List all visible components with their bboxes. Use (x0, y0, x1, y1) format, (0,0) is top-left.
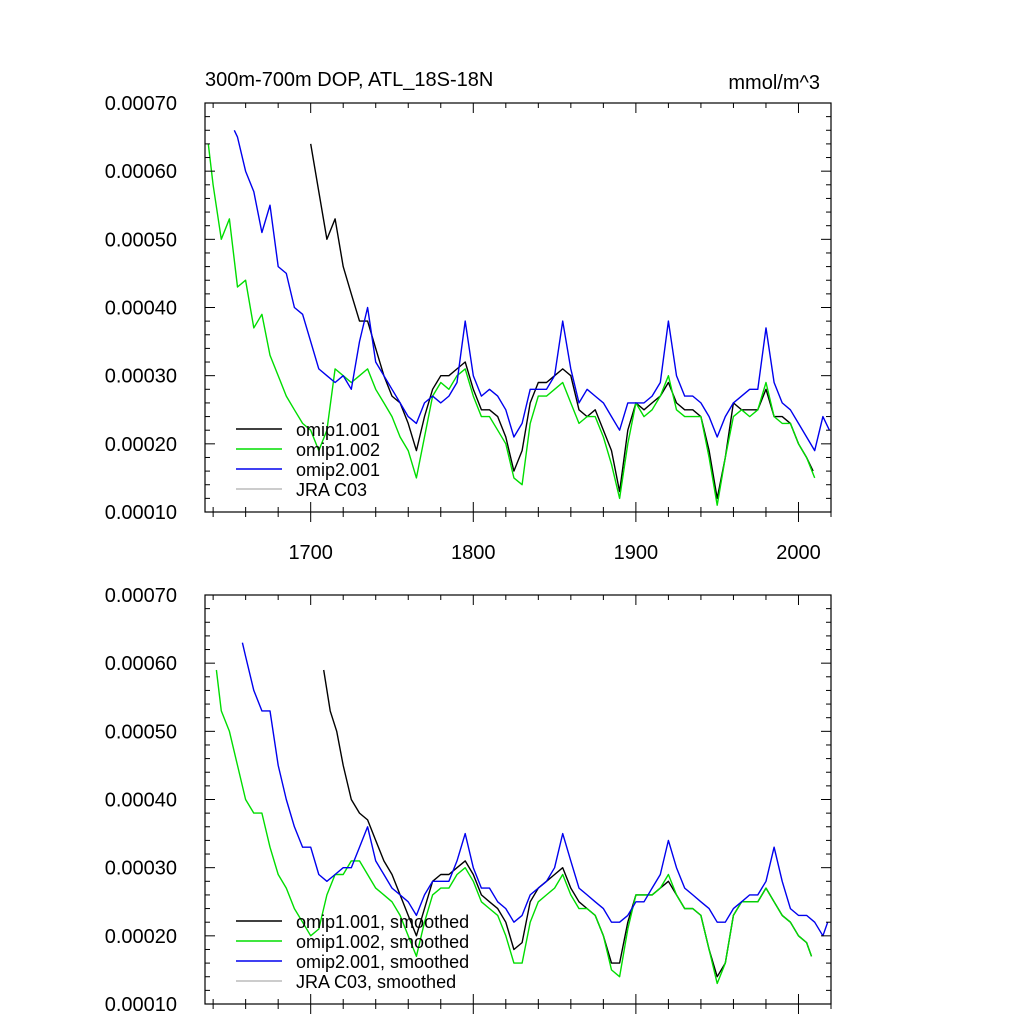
chart-title: 300m-700m DOP, ATL_18S-18N (205, 69, 493, 91)
y-tick-label: 0.00040 (105, 298, 177, 320)
legend-label-4: JRA C03, smoothed (296, 972, 456, 992)
y-tick-label: 0.00050 (105, 721, 177, 743)
y-tick-label: 0.00060 (105, 161, 177, 183)
chart-panel-1: 0.00010 0.00020 0.00030 0.00040 0.00050 0.000… (105, 69, 832, 564)
y-tick-label: 0.00020 (105, 926, 177, 948)
series-line-2 (215, 669, 813, 985)
y-tick-label: 0.00060 (105, 653, 177, 675)
x-tick-label: 1900 (614, 542, 659, 564)
legend-label-3: omip2.001 (296, 460, 380, 480)
y-tick-label: 0.00050 (105, 229, 177, 251)
chart-panel-2: 0.00010 0.00020 0.00030 0.00040 0.00050 0.000… (105, 585, 832, 1016)
series-line-2 (207, 143, 816, 506)
y-tick-label: 0.00010 (105, 502, 177, 524)
y-tick-label: 0.00040 (105, 790, 177, 812)
series-line-3 (233, 130, 831, 452)
y-tick-label: 0.00020 (105, 434, 177, 456)
series-line-3 (241, 642, 829, 937)
legend-label-2: omip1.002 (296, 440, 380, 460)
legend-label-2: omip1.002, smoothed (296, 932, 469, 952)
series-group (207, 130, 831, 506)
y-tick-label: 0.00010 (105, 994, 177, 1016)
legend-label-1: omip1.001 (296, 420, 380, 440)
units-label: mmol/m^3 (728, 72, 820, 94)
legend-label-4: JRA C03 (296, 480, 367, 500)
series-group (215, 642, 829, 985)
y-tick-label: 0.00070 (105, 585, 177, 607)
y-tick-label: 0.00030 (105, 858, 177, 880)
series-line-1 (310, 143, 814, 500)
y-tick-label: 0.00030 (105, 366, 177, 388)
legend-label-3: omip2.001, smoothed (296, 952, 469, 972)
x-tick-label: 1800 (451, 542, 496, 564)
x-tick-label: 2000 (776, 542, 821, 564)
x-tick-label: 1700 (288, 542, 333, 564)
legend-label-1: omip1.001, smoothed (296, 912, 469, 932)
y-tick-label: 0.00070 (105, 93, 177, 115)
